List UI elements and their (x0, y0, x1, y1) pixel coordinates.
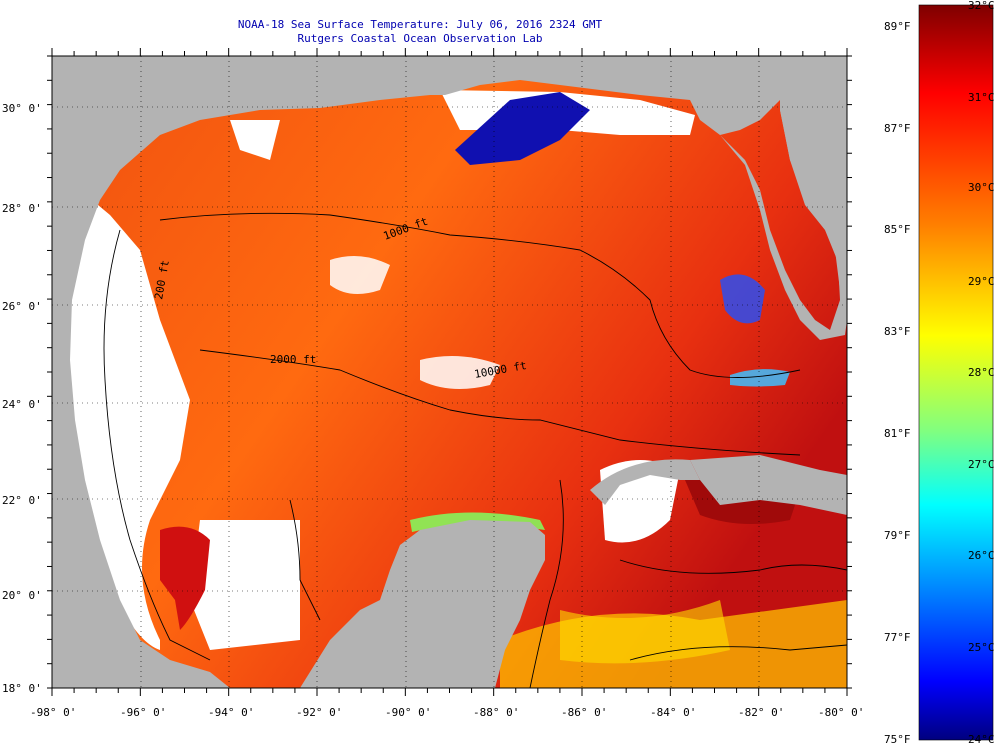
colorbar-c-label: 28°C (968, 366, 995, 379)
colorbar-c-label: 26°C (968, 549, 995, 562)
colorbar-f-label: 75°F (884, 733, 911, 746)
colorbar-f-label: 83°F (884, 325, 911, 338)
colorbar-c-label: 25°C (968, 641, 995, 654)
lat-label: 18° 0' (2, 682, 42, 695)
land-florida (720, 56, 847, 340)
lon-label: -80° 0' (818, 706, 864, 719)
cloud-bay-of-campeche (190, 520, 300, 650)
colorbar (918, 4, 994, 741)
colorbar-f-label: 87°F (884, 122, 911, 135)
axis-ticks (47, 48, 852, 696)
lon-label: -92° 0' (296, 706, 342, 719)
colorbar-f-label: 85°F (884, 223, 911, 236)
lon-label: -88° 0' (473, 706, 519, 719)
contour-label-2000: 2000 ft (270, 353, 316, 366)
lon-label: -96° 0' (120, 706, 166, 719)
colorbar-c-label: 32°C (968, 0, 995, 12)
lon-label: -82° 0' (738, 706, 784, 719)
colorbar-c-label: 27°C (968, 458, 995, 471)
land-cuba-west (590, 459, 700, 505)
land-cuba (690, 455, 847, 515)
lon-label: -90° 0' (385, 706, 431, 719)
lon-label: -94° 0' (208, 706, 254, 719)
colorbar-f-label: 89°F (884, 20, 911, 33)
colorbar-f-label: 79°F (884, 529, 911, 542)
land-mexico-texas (52, 56, 430, 688)
lat-label: 30° 0' (2, 102, 42, 115)
lon-label: -84° 0' (650, 706, 696, 719)
lat-label: 22° 0' (2, 494, 42, 507)
lon-label: -98° 0' (30, 706, 76, 719)
colorbar-c-label: 24°C (968, 733, 995, 746)
land-us-gulf-coast (430, 56, 780, 135)
colorbar-c-label: 29°C (968, 275, 995, 288)
colorbar-c-label: 31°C (968, 91, 995, 104)
map-title: NOAA-18 Sea Surface Temperature: July 06… (237, 18, 603, 31)
colorbar-f-label: 81°F (884, 427, 911, 440)
lat-label: 26° 0' (2, 300, 42, 313)
lat-label: 20° 0' (2, 589, 42, 602)
land-yucatan (300, 520, 545, 688)
map-subtitle: Rutgers Coastal Ocean Observation Lab (297, 32, 543, 45)
cold-patch-mississippi (455, 92, 590, 165)
warm-patch-campeche (160, 526, 210, 630)
lat-label: 24° 0' (2, 398, 42, 411)
lon-label: -86° 0' (561, 706, 607, 719)
colorbar-c-label: 30°C (968, 181, 995, 194)
graticule (52, 56, 847, 688)
contour-200ft (103, 229, 211, 661)
colorbar-f-label: 77°F (884, 631, 911, 644)
lat-label: 28° 0' (2, 202, 42, 215)
